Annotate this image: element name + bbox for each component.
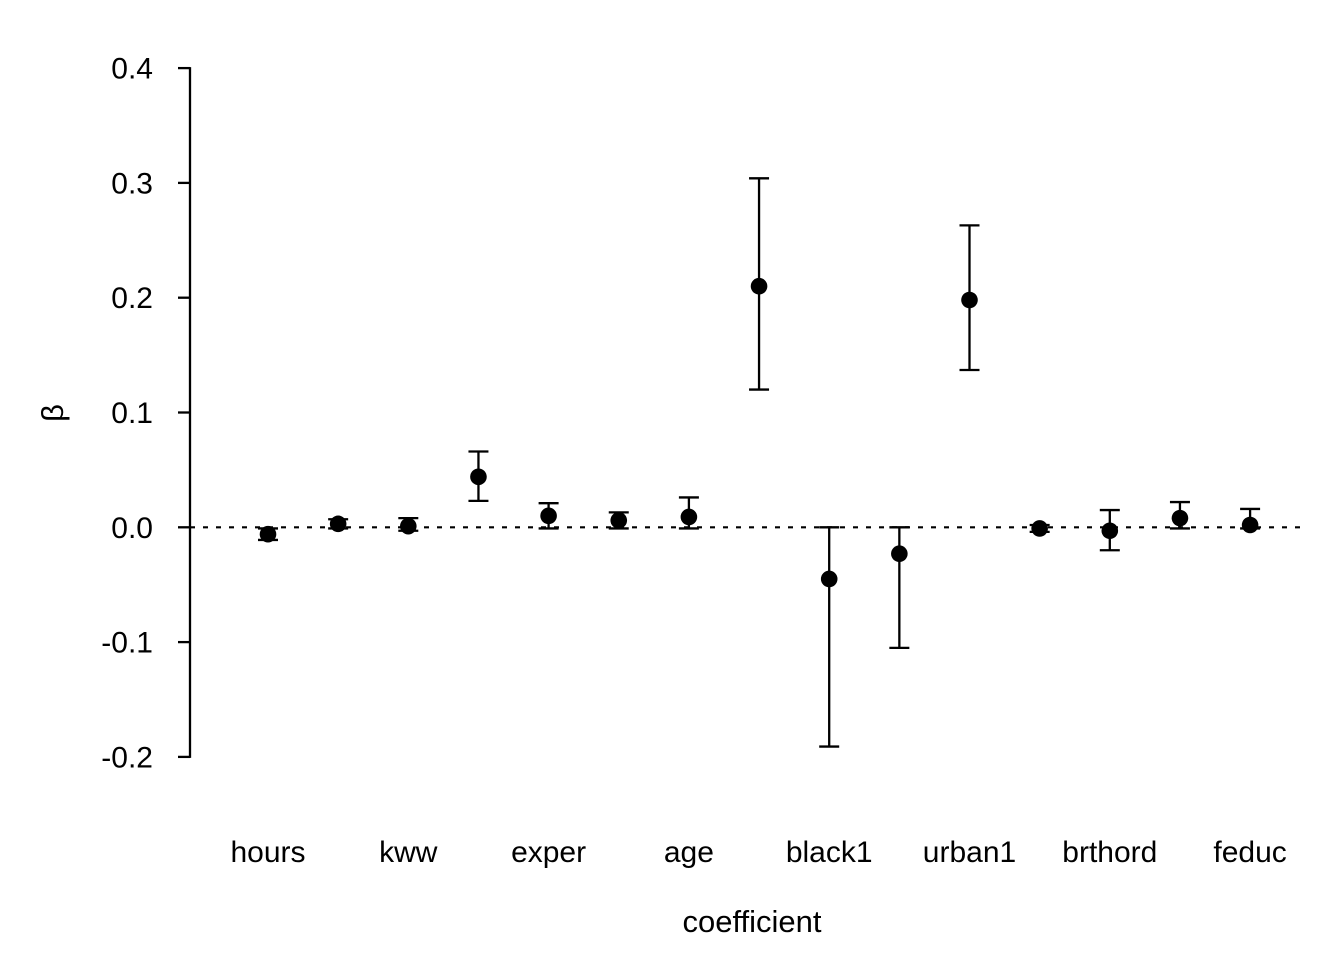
x-tick-label: exper — [511, 836, 586, 869]
x-tick-label: hours — [230, 836, 305, 869]
x-tick-label: black1 — [786, 836, 873, 869]
coefficient-point-unlabeled-4 — [468, 450, 489, 503]
coefficient-point-unlabeled-10 — [889, 526, 910, 649]
points-layer — [258, 177, 1261, 748]
y-tick-label: 0.3 — [111, 167, 153, 200]
x-tick-label: feduc — [1213, 836, 1286, 869]
point-dot — [820, 570, 838, 588]
y-tick-label: 0.2 — [111, 282, 153, 315]
coefficient-point-unlabeled-6 — [608, 511, 629, 530]
y-tick-label: -0.1 — [101, 627, 153, 660]
point-dot — [750, 277, 768, 295]
coefficient-point-unlabeled-2 — [328, 515, 349, 533]
point-dot — [540, 507, 557, 525]
point-dot — [1241, 516, 1259, 534]
x-tick-label: brthord — [1062, 836, 1157, 869]
y-axis-title: β — [35, 404, 70, 422]
point-dot — [610, 512, 628, 529]
coefficient-point-urban1 — [959, 224, 980, 372]
coefficient-point-unlabeled-8 — [749, 177, 770, 391]
coefficient-point-unlabeled-14 — [1169, 500, 1190, 530]
point-dot — [329, 515, 347, 533]
point-dot — [400, 517, 417, 535]
point-dot — [1031, 520, 1048, 537]
coefficient-point-unlabeled-12 — [1029, 520, 1050, 537]
coefficient-point-black1 — [819, 526, 840, 748]
point-dot — [1101, 522, 1119, 540]
coefficient-point-brthord — [1099, 508, 1120, 552]
x-tick-label: age — [664, 836, 714, 869]
x-axis-title: coefficient — [682, 904, 821, 939]
point-dot — [680, 508, 698, 526]
coefficient-point-hours — [258, 525, 278, 543]
coefficient-point-kww — [398, 516, 419, 535]
point-dot — [470, 468, 487, 486]
x-labels-layer: hours kww exper age black1 urban1 brthord feduc — [230, 836, 1286, 869]
y-tick-label: 0.0 — [111, 512, 153, 545]
x-tick-label: urban1 — [923, 836, 1016, 869]
y-tick-label: 0.4 — [111, 53, 153, 86]
point-dot — [1171, 509, 1189, 527]
point-dot — [259, 525, 277, 543]
x-tick-label: kww — [379, 836, 438, 869]
coefficient-point-exper — [538, 502, 559, 530]
point-dot — [961, 291, 978, 309]
y-tick-label: -0.2 — [101, 741, 153, 774]
y-tick-label: 0.1 — [111, 397, 153, 430]
point-dot — [891, 545, 908, 563]
coefficient-point-feduc — [1240, 507, 1261, 534]
coefficient-point-age — [678, 496, 699, 530]
y-axis: 0.4 0.3 0.2 0.1 0.0 -0.1 -0.2 — [101, 53, 192, 774]
